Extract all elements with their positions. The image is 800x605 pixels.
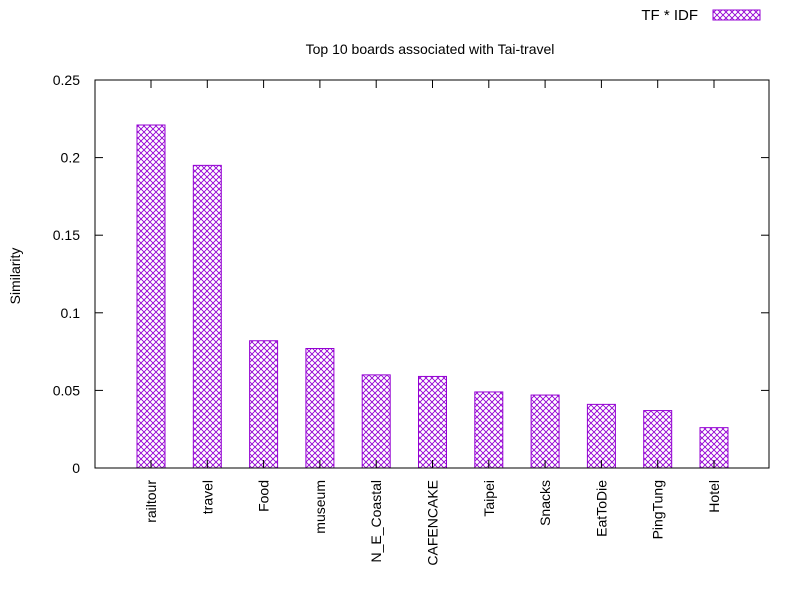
y-tick-label: 0.05: [53, 382, 80, 398]
x-tick-label: museum: [312, 480, 328, 534]
legend-swatch: [712, 9, 761, 21]
y-axis-label: Similarity: [7, 248, 23, 305]
y-tick-label: 0.2: [61, 150, 81, 166]
x-tick-label: PingTung: [650, 480, 666, 539]
bar-railtour: [136, 124, 166, 469]
x-tick-label: Taipei: [481, 480, 497, 517]
y-tick-label: 0: [72, 460, 80, 476]
bar-travel: [192, 164, 222, 469]
x-tick-label: Food: [256, 480, 272, 512]
chart-title: Top 10 boards associated with Tai-travel: [306, 41, 555, 57]
bar-cafencake: [418, 375, 447, 469]
bar-pingtung: [643, 410, 673, 469]
bar-n_e_coastal: [361, 374, 391, 469]
legend-label: TF * IDF: [641, 7, 698, 24]
x-tick-label: travel: [199, 480, 215, 514]
bar-snacks: [530, 394, 560, 469]
bar-food: [249, 340, 279, 469]
x-axis: railtour travel Food museum N_E_Coastal CAFEN…: [143, 80, 722, 566]
bar-museum: [305, 347, 335, 469]
x-tick-label: EatToDie: [593, 480, 609, 537]
bar-taipei: [474, 391, 504, 469]
x-tick-label: CAFENCAKE: [425, 480, 441, 566]
legend: TF * IDF: [641, 7, 761, 24]
bars-group: [136, 124, 729, 469]
x-tick-label: Hotel: [706, 480, 722, 513]
x-tick-label: railtour: [143, 480, 159, 523]
y-tick-label: 0.25: [53, 72, 80, 88]
plot-frame: [94, 79, 770, 469]
bar-eattodie: [586, 403, 616, 469]
y-tick-label: 0.1: [61, 305, 81, 321]
x-tick-label: Snacks: [537, 480, 553, 526]
x-tick-label: N_E_Coastal: [368, 480, 384, 563]
y-tick-label: 0.15: [53, 227, 80, 243]
